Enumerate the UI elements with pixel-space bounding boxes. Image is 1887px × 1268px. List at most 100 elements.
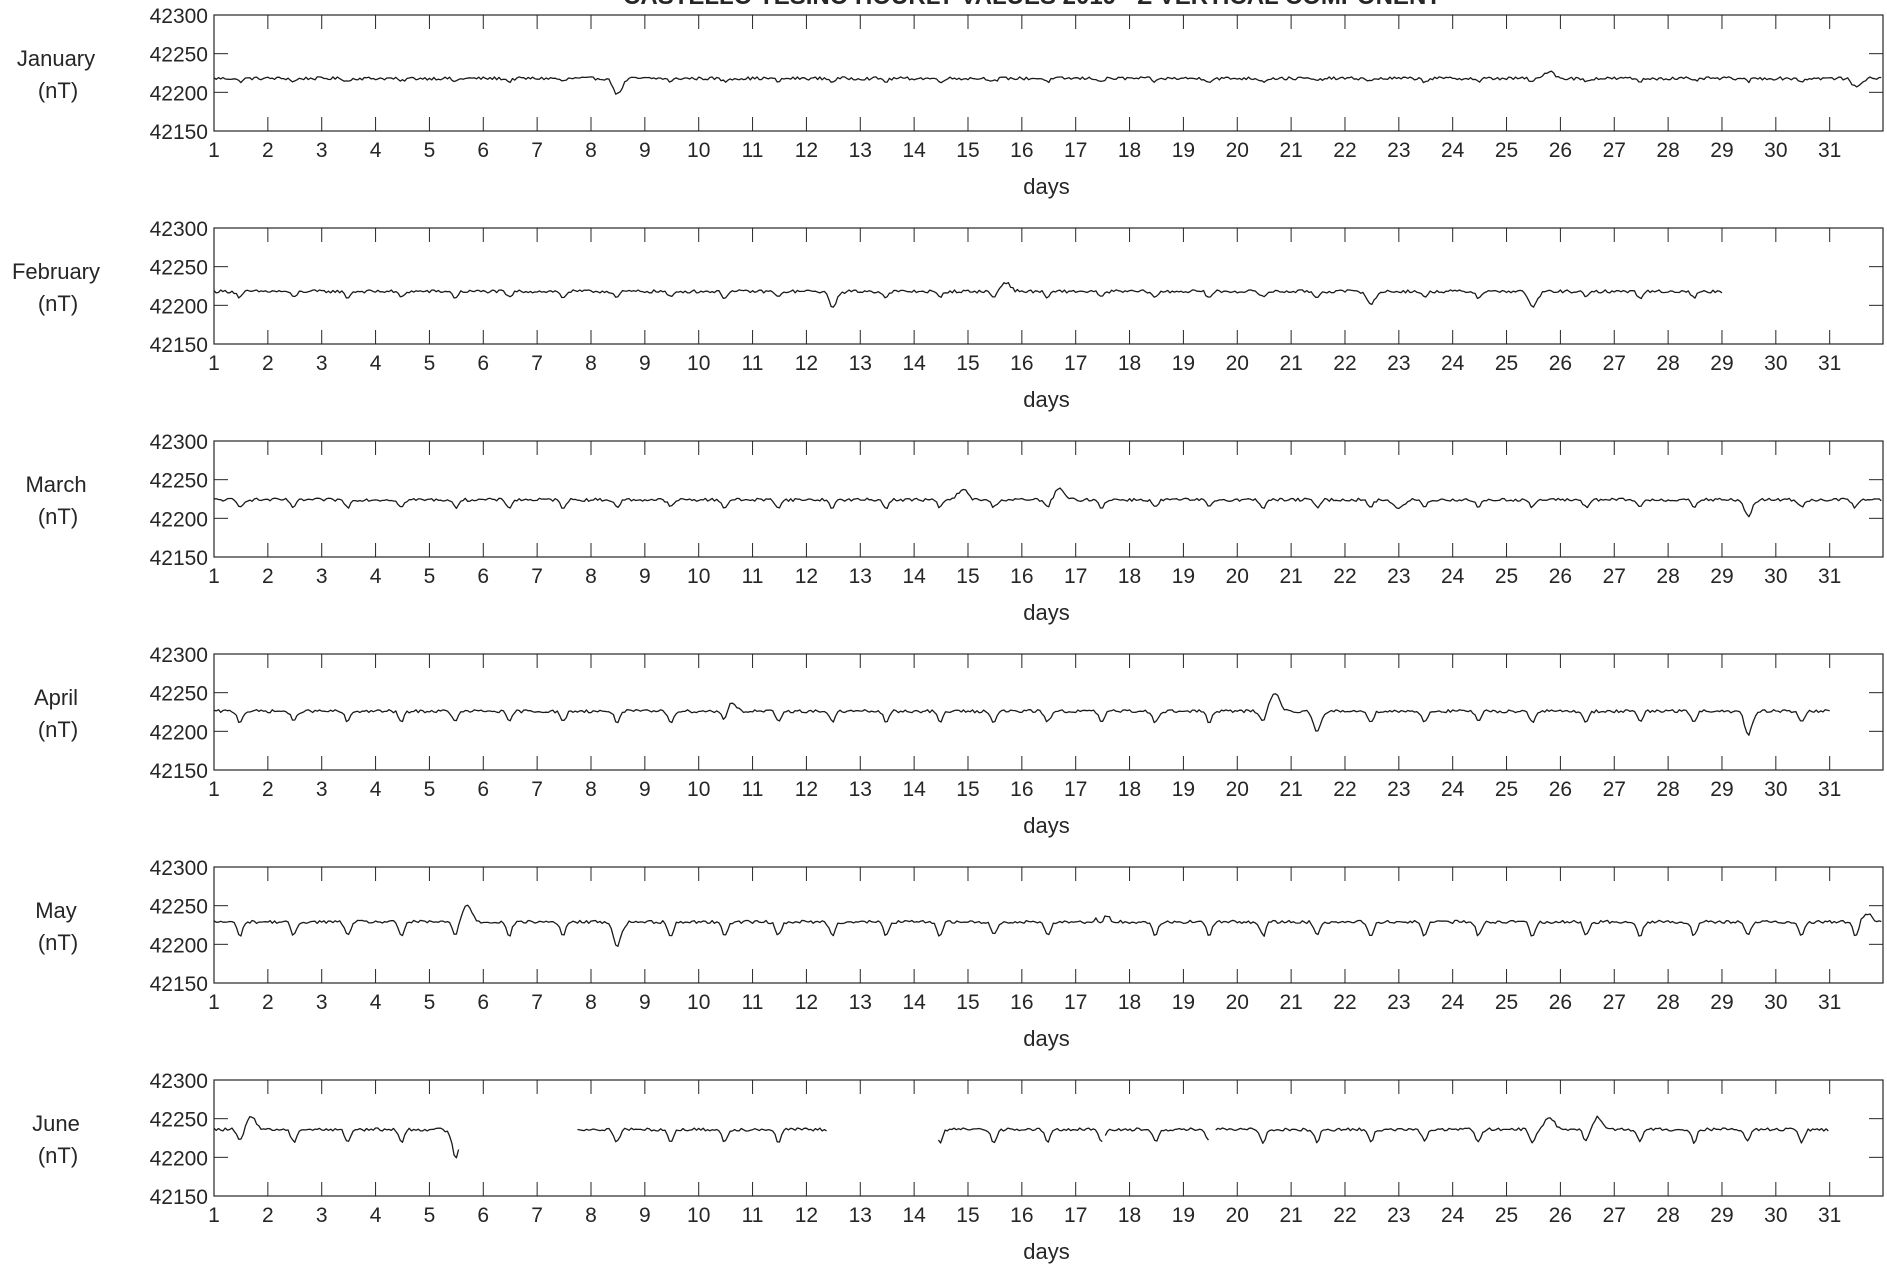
- x-tick-label: 18: [1118, 352, 1141, 375]
- axes-frame: [213, 653, 1884, 771]
- x-tick-label: 25: [1495, 778, 1518, 801]
- y-tick-label: 42250: [150, 470, 208, 493]
- y-tick-label: 42150: [150, 121, 208, 144]
- axes-frame: [213, 227, 1884, 345]
- y-tick-label: 42250: [150, 683, 208, 706]
- x-tick-label: 3: [316, 565, 328, 588]
- x-tick-label: 27: [1603, 139, 1626, 162]
- x-tick-label: 29: [1710, 1204, 1733, 1227]
- x-tick-label: 9: [639, 1204, 651, 1227]
- panel-ylabel: (nT): [38, 717, 78, 742]
- x-tick-label: 19: [1172, 565, 1195, 588]
- x-tick-label: 9: [639, 991, 651, 1014]
- x-tick-label: 25: [1495, 352, 1518, 375]
- x-tick-label: 27: [1603, 778, 1626, 801]
- x-tick-label: 18: [1118, 139, 1141, 162]
- x-tick-label: 2: [262, 352, 274, 375]
- x-tick-label: 21: [1279, 565, 1302, 588]
- x-tick-label: 1: [208, 991, 220, 1014]
- y-tick-label: 42150: [150, 1186, 208, 1209]
- x-tick-label: 30: [1764, 352, 1787, 375]
- x-tick-label: 28: [1656, 778, 1679, 801]
- x-tick-label: 8: [585, 352, 597, 375]
- x-tick-label: 12: [795, 991, 818, 1014]
- x-tick-label: 25: [1495, 565, 1518, 588]
- x-tick-label: 13: [849, 778, 872, 801]
- x-tick-label: 21: [1279, 352, 1302, 375]
- x-tick-label: 27: [1603, 991, 1626, 1014]
- x-tick-label: 21: [1279, 1204, 1302, 1227]
- series-line: [213, 1115, 460, 1159]
- x-tick-label: 16: [1010, 1204, 1033, 1227]
- x-tick-label: 24: [1441, 991, 1465, 1014]
- x-tick-label: 15: [956, 1204, 979, 1227]
- x-tick-label: 26: [1549, 565, 1572, 588]
- x-tick-label: 23: [1387, 991, 1410, 1014]
- x-tick-label: 4: [370, 778, 382, 801]
- series-line: [213, 281, 1723, 308]
- x-tick-label: 13: [849, 565, 872, 588]
- x-tick-label: 6: [477, 139, 489, 162]
- x-tick-label: 11: [742, 1204, 764, 1227]
- x-tick-label: 23: [1387, 139, 1410, 162]
- x-tick-label: 11: [742, 352, 764, 375]
- panel-ylabel: (nT): [38, 930, 78, 955]
- x-tick-label: 15: [956, 778, 979, 801]
- series-line: [577, 1127, 827, 1143]
- x-tick-label: 22: [1333, 352, 1356, 375]
- panel-xlabel: days: [1023, 174, 1069, 199]
- x-tick-label: 5: [424, 1204, 436, 1227]
- x-tick-label: 8: [585, 139, 597, 162]
- x-tick-label: 8: [585, 1204, 597, 1227]
- panel-ylabel: (nT): [38, 504, 78, 529]
- x-tick-label: 28: [1656, 1204, 1679, 1227]
- x-tick-label: 29: [1710, 778, 1733, 801]
- x-tick-label: 12: [795, 565, 818, 588]
- x-tick-label: 31: [1818, 139, 1841, 162]
- x-tick-label: 31: [1818, 565, 1841, 588]
- x-tick-label: 12: [795, 1204, 818, 1227]
- x-tick-label: 7: [531, 565, 543, 588]
- x-tick-label: 16: [1010, 778, 1033, 801]
- panel-month-label: February: [12, 259, 100, 284]
- y-tick-label: 42150: [150, 547, 208, 570]
- panel-xlabel: days: [1023, 387, 1069, 412]
- x-tick-label: 17: [1064, 778, 1087, 801]
- x-tick-label: 5: [424, 565, 436, 588]
- x-tick-label: 26: [1549, 139, 1572, 162]
- x-tick-label: 6: [477, 1204, 489, 1227]
- panel-ylabel: (nT): [38, 291, 78, 316]
- x-tick-label: 14: [902, 991, 926, 1014]
- x-tick-label: 10: [687, 352, 710, 375]
- panel-month-label: January: [17, 46, 95, 71]
- x-tick-label: 1: [208, 352, 220, 375]
- x-tick-label: 26: [1549, 778, 1572, 801]
- x-tick-label: 29: [1710, 565, 1733, 588]
- y-tick-label: 42200: [150, 508, 208, 531]
- x-tick-label: 15: [956, 565, 979, 588]
- x-tick-label: 2: [262, 1204, 274, 1227]
- x-tick-label: 10: [687, 991, 710, 1014]
- series-line: [1215, 1115, 1829, 1144]
- x-tick-label: 22: [1333, 778, 1356, 801]
- x-tick-label: 21: [1279, 139, 1302, 162]
- panel-month-label: May: [35, 898, 77, 923]
- x-tick-label: 6: [477, 991, 489, 1014]
- x-tick-label: 13: [849, 139, 872, 162]
- x-tick-label: 2: [262, 565, 274, 588]
- series-line: [213, 693, 1830, 736]
- x-tick-label: 13: [849, 352, 872, 375]
- x-tick-label: 3: [316, 139, 328, 162]
- x-tick-label: 1: [208, 139, 220, 162]
- x-tick-label: 26: [1549, 1204, 1572, 1227]
- series-line: [213, 70, 1882, 95]
- y-tick-label: 42300: [150, 431, 208, 454]
- x-tick-label: 30: [1764, 1204, 1787, 1227]
- axes-frame: [213, 1079, 1884, 1197]
- y-tick-label: 42200: [150, 1147, 208, 1170]
- x-tick-label: 22: [1333, 1204, 1356, 1227]
- y-tick-label: 42200: [150, 934, 208, 957]
- x-tick-label: 14: [902, 565, 926, 588]
- y-tick-label: 42200: [150, 295, 208, 318]
